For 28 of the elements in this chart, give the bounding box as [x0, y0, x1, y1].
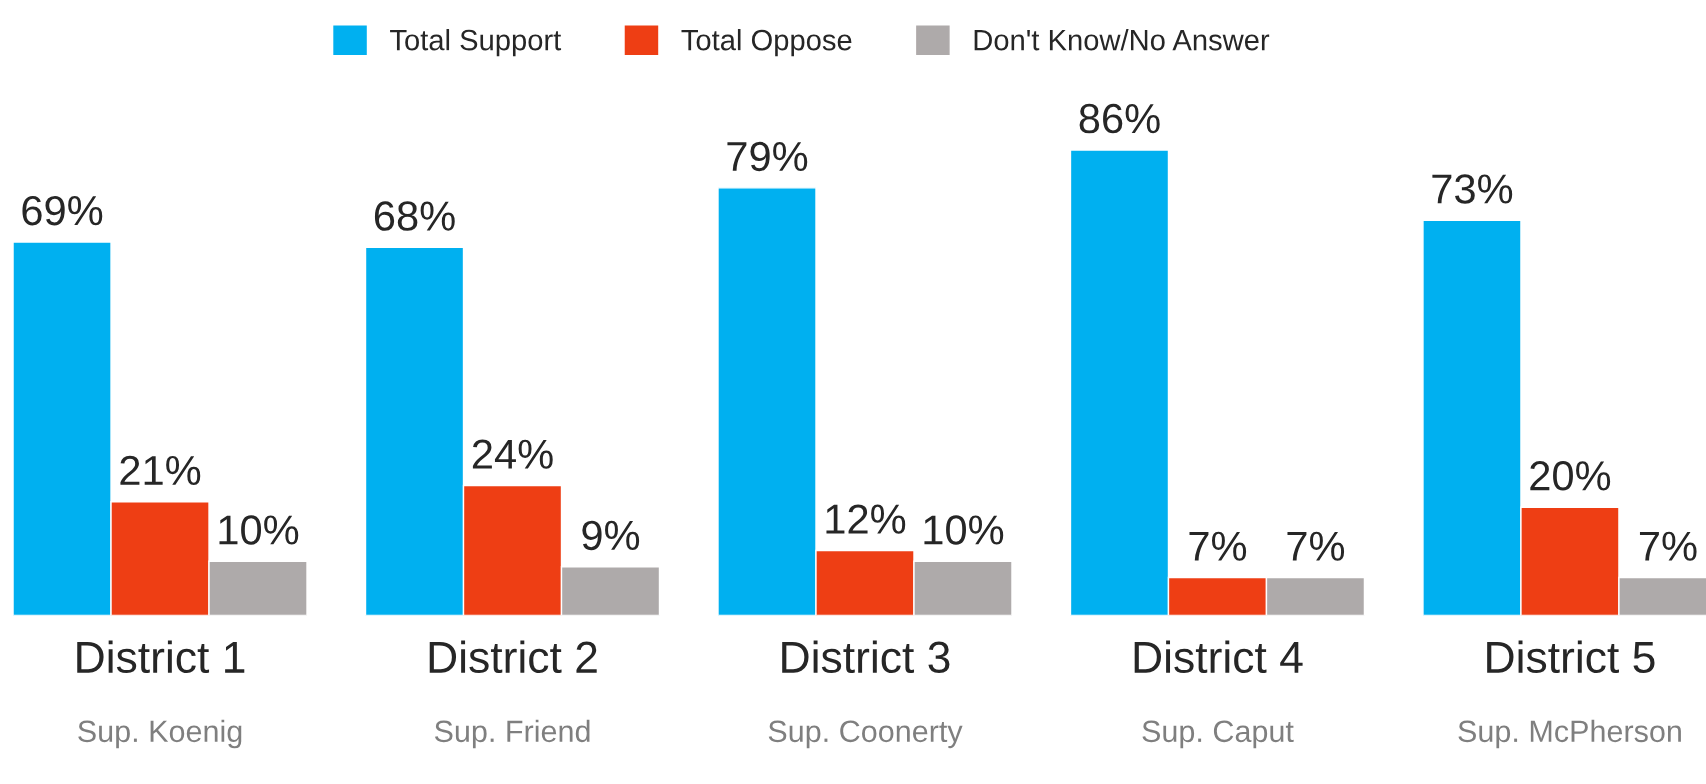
data-label: 73%: [1432, 174, 1513, 204]
data-label: 69%: [22, 195, 103, 226]
legend-label: Total Oppose: [681, 29, 852, 57]
data-label: 7%: [1189, 531, 1247, 561]
x-tick-label: District 1: [77, 640, 245, 674]
legend-label: Total Support: [390, 29, 562, 57]
legend-label: Don't Know/No Answer: [974, 29, 1270, 51]
data-label: 10%: [924, 515, 1004, 545]
data-label: 9%: [582, 520, 640, 551]
data-label: 24%: [472, 439, 553, 469]
data-label: 7%: [1287, 531, 1345, 561]
data-label: 10%: [219, 515, 299, 545]
x-tick-label: District 3: [782, 640, 950, 674]
data-label: 79%: [727, 141, 808, 172]
x-tick-label: District 2: [429, 640, 597, 674]
data-label: 12%: [826, 504, 906, 534]
data-label: 20%: [1530, 461, 1611, 491]
text: Sup. Caput: [1142, 720, 1294, 749]
text: Sup. McPherson: [1458, 719, 1681, 749]
data-label: 68%: [374, 201, 455, 231]
text: Sup. Coonerty: [768, 720, 963, 749]
x-tick-label: District 4: [1134, 640, 1303, 674]
data-label: 7%: [1639, 531, 1697, 561]
data-label: 21%: [120, 455, 201, 486]
x-tick-label: District 5: [1487, 640, 1655, 674]
text: Sup. Friend: [434, 719, 590, 749]
text: Sup. Koenig: [78, 719, 242, 749]
data-label: 86%: [1079, 103, 1160, 134]
